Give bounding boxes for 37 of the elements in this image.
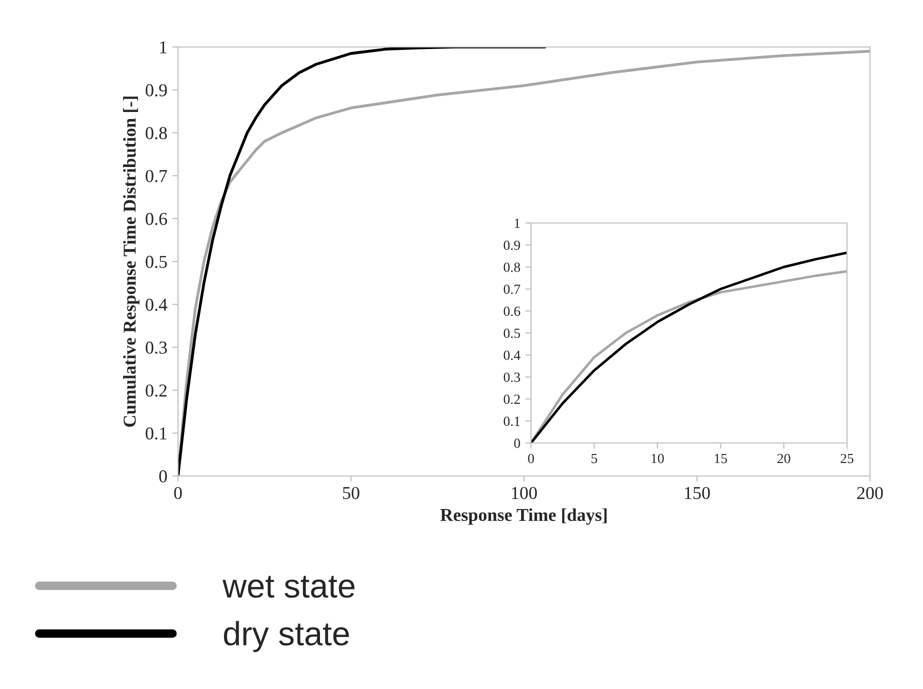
y-tick-label: 0.7 bbox=[504, 284, 520, 294]
y-tick-label: 0 bbox=[514, 438, 520, 448]
y-tick-label: 0.3 bbox=[146, 342, 167, 354]
x-tick-label: 0 bbox=[174, 486, 182, 500]
x-tick-label: 150 bbox=[685, 486, 710, 500]
x-tick-label: 10 bbox=[652, 454, 664, 464]
y-tick-label: 1 bbox=[514, 218, 520, 228]
legend-label: dry state bbox=[224, 621, 349, 652]
y-tick-label: 0.4 bbox=[504, 350, 520, 360]
x-axis-title: Response Time [days] bbox=[440, 508, 607, 525]
x-tick-label: 100 bbox=[512, 486, 537, 500]
y-tick-label: 0.2 bbox=[146, 384, 167, 397]
x-tick-label: 25 bbox=[840, 454, 854, 464]
x-tick-label: 15 bbox=[714, 454, 727, 464]
x-tick-label: 5 bbox=[592, 454, 598, 464]
y-tick-label: 0.3 bbox=[504, 372, 520, 382]
y-tick-label: 0.8 bbox=[504, 262, 520, 272]
y-tick-label: 0.2 bbox=[504, 394, 520, 404]
y-tick-label: 0 bbox=[159, 470, 167, 482]
x-tick-label: 0 bbox=[528, 454, 534, 464]
y-tick-label: 0.1 bbox=[146, 427, 166, 440]
x-tick-label: 20 bbox=[777, 454, 790, 464]
y-tick-label: 1 bbox=[160, 41, 166, 54]
y-tick-label: 0.6 bbox=[146, 212, 168, 226]
y-tick-label: 0.4 bbox=[146, 298, 168, 311]
y-tick-label: 0.8 bbox=[146, 127, 167, 140]
y-tick-label: 0.9 bbox=[504, 240, 520, 250]
y-tick-label: 0.5 bbox=[146, 256, 167, 268]
y-tick-label: 0.1 bbox=[504, 416, 520, 426]
y-tick-label: 0.6 bbox=[504, 306, 520, 316]
x-tick-label: 200 bbox=[857, 486, 883, 500]
y-tick-label: 0.5 bbox=[504, 328, 520, 338]
y-tick-label: 0.7 bbox=[146, 170, 168, 182]
legend-label: wet state bbox=[222, 576, 354, 598]
y-axis-title: Cumulative Response Time Distribution [-] bbox=[123, 96, 140, 427]
x-tick-label: 50 bbox=[343, 486, 360, 500]
y-tick-label: 0.9 bbox=[146, 84, 167, 96]
